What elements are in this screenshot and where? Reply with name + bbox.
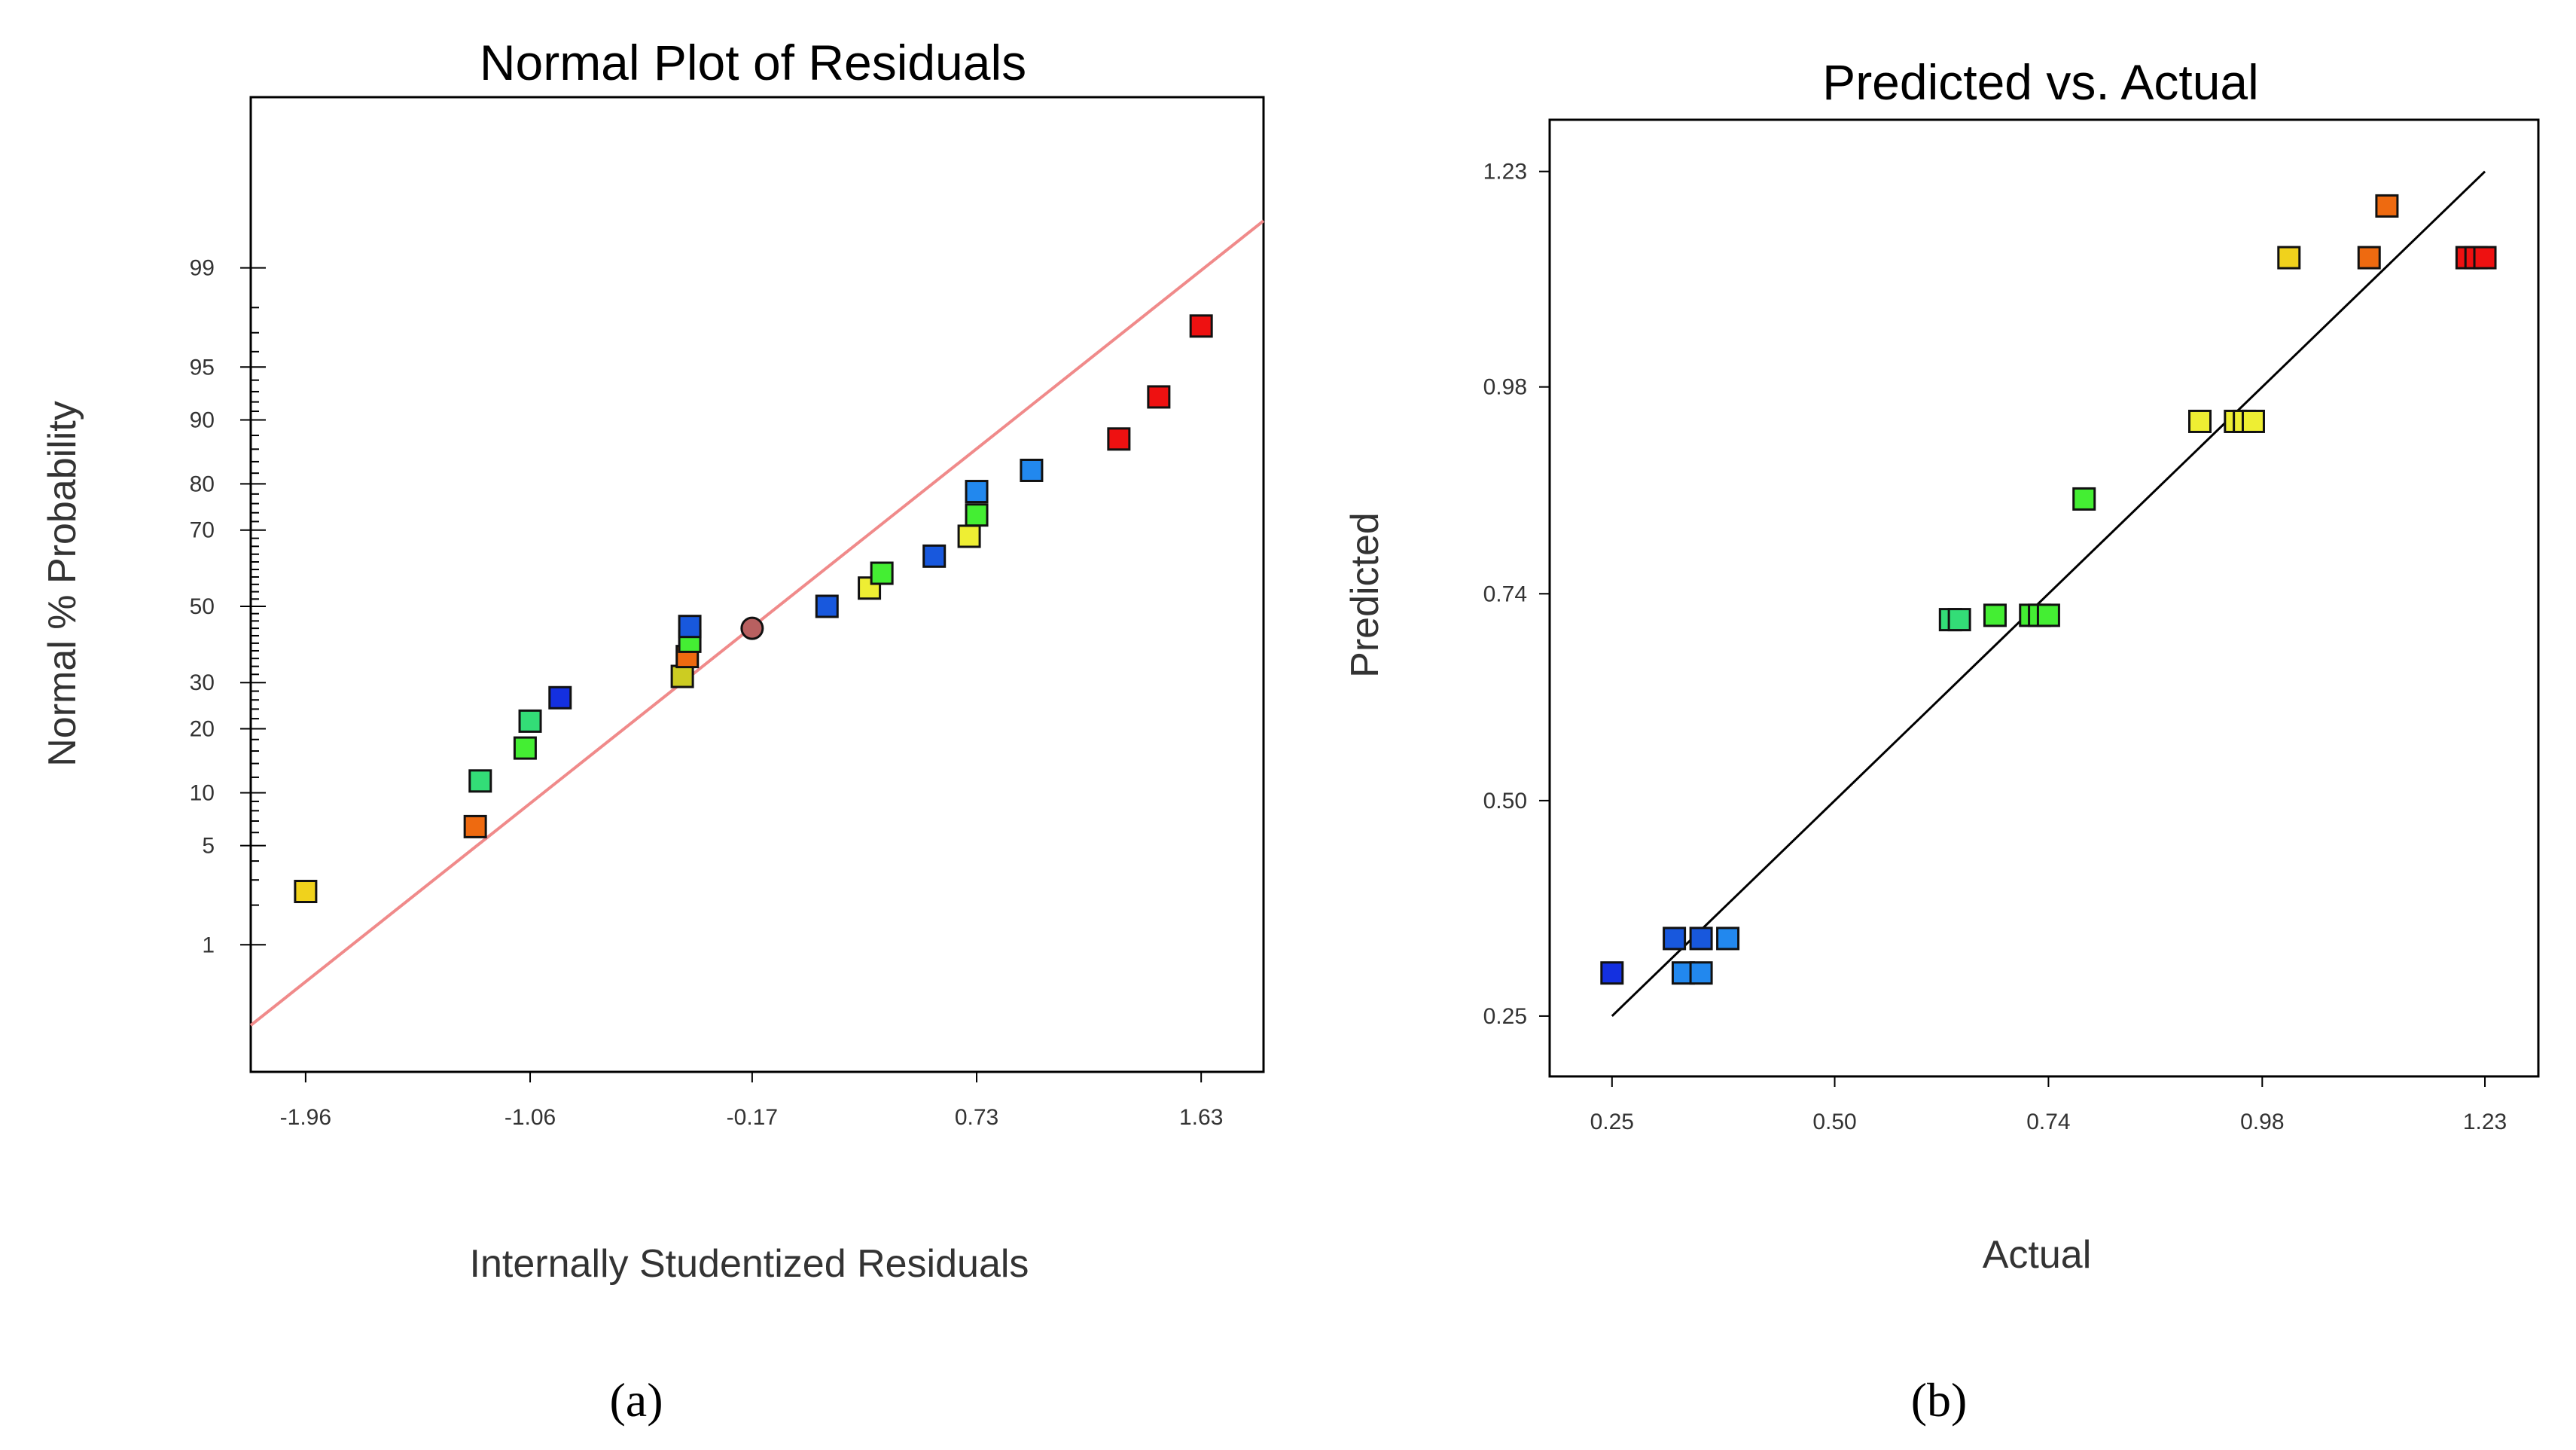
chart-b-y-tick-label: 1.23 xyxy=(1483,160,1527,185)
chart-b-y-tick-label: 0.98 xyxy=(1483,375,1527,400)
chart-b-y-tick-label: 0.25 xyxy=(1483,1004,1527,1029)
normal-plot-panel: Normal Plot of Residuals 1 5 10 20 30 50 70 80 9… xyxy=(41,35,1265,1427)
chart-b-fit-line xyxy=(1611,170,2486,1017)
chart-a-y-tick-label: 90 xyxy=(190,408,215,432)
chart-a-x-tick-label: -1.06 xyxy=(505,1105,556,1130)
chart-b-point xyxy=(2277,246,2301,270)
chart-b-title: Predicted vs. Actual xyxy=(1822,54,2259,110)
chart-b-point xyxy=(2357,246,2381,270)
chart-a-x-tick-label: 0.73 xyxy=(955,1105,998,1130)
chart-b-point xyxy=(1689,926,1713,951)
chart-a-y-tick-label: 95 xyxy=(190,355,215,380)
chart-b-point xyxy=(2473,246,2497,270)
chart-b-point xyxy=(1689,961,1713,985)
chart-b-point xyxy=(2188,409,2212,433)
chart-b-y-tick-label: 0.74 xyxy=(1483,582,1527,606)
chart-a-point xyxy=(1147,385,1171,409)
chart-a-y-tick-label: 50 xyxy=(190,594,215,619)
chart-b-x-tick-label: 0.50 xyxy=(1812,1110,1856,1134)
chart-b-plot-frame xyxy=(1548,118,2540,1078)
chart-b-point xyxy=(1983,603,2007,627)
chart-a-y-tick-label: 5 xyxy=(202,834,215,859)
chart-a-point xyxy=(815,594,839,618)
chart-a-point xyxy=(468,769,492,793)
chart-a-points xyxy=(294,314,1213,904)
chart-a-point xyxy=(513,736,537,760)
chart-a-point xyxy=(922,544,947,568)
chart-a-y-tick-label: 10 xyxy=(190,780,215,805)
chart-b-x-tick-label: 1.23 xyxy=(2463,1110,2507,1134)
chart-a-y-label: Normal % Probability xyxy=(41,401,84,767)
chart-b-x-tick-label: 0.74 xyxy=(2026,1110,2070,1134)
chart-a-point xyxy=(858,576,882,600)
chart-b-point xyxy=(1663,926,1687,951)
chart-a-point xyxy=(518,709,542,733)
panel-b-label: (b) xyxy=(1911,1373,1968,1427)
chart-b-y-label: Predicted xyxy=(1343,512,1387,678)
chart-b-y-axis: 0.25 0.50 0.74 0.98 1.23 xyxy=(1483,160,1550,1029)
chart-b-y-tick-label: 0.50 xyxy=(1483,789,1527,814)
chart-a-x-label: Internally Studentized Residuals xyxy=(470,1242,1029,1286)
chart-b-points xyxy=(1600,194,2497,985)
chart-a-x-tick-label: -0.17 xyxy=(727,1105,778,1130)
panel-a-label: (a) xyxy=(609,1373,663,1427)
chart-a-point xyxy=(1020,458,1044,482)
chart-a-y-axis: 1 5 10 20 30 50 70 80 90 95 99 xyxy=(190,256,266,957)
chart-a-y-tick-label: 70 xyxy=(190,518,215,543)
chart-b-point xyxy=(2375,194,2399,218)
chart-a-y-tick-label: 80 xyxy=(190,472,215,496)
chart-a-y-tick-label: 1 xyxy=(202,933,215,957)
chart-a-point xyxy=(678,615,702,639)
chart-b-point xyxy=(2036,603,2060,627)
chart-a-point xyxy=(670,664,694,688)
chart-b-point xyxy=(2241,409,2265,433)
chart-b-x-label: Actual xyxy=(1983,1233,2092,1277)
chart-a-y-tick-label: 20 xyxy=(190,717,215,742)
chart-a-plot-frame xyxy=(249,96,1265,1073)
chart-b-point xyxy=(1600,961,1624,985)
chart-a-x-axis: -1.96 -1.06 -0.17 0.73 1.63 xyxy=(280,1072,1223,1130)
chart-b-point xyxy=(2072,487,2096,511)
chart-a-point xyxy=(294,880,318,904)
chart-b-x-tick-label: 0.98 xyxy=(2240,1110,2284,1134)
chart-a-y-tick-label: 99 xyxy=(190,256,215,281)
chart-a-point xyxy=(740,616,764,640)
predicted-vs-actual-panel: Predicted vs. Actual 0.25 0.50 0.74 0.98 1.2… xyxy=(1343,54,2540,1427)
chart-a-point xyxy=(965,480,989,504)
chart-a-title: Normal Plot of Residuals xyxy=(480,35,1026,90)
chart-b-point xyxy=(1947,608,1971,632)
chart-a-point xyxy=(870,561,894,585)
chart-a-point xyxy=(1107,427,1131,451)
chart-b-point xyxy=(1716,926,1740,951)
chart-a-point xyxy=(1189,314,1213,338)
chart-a-y-tick-label: 30 xyxy=(190,670,215,695)
chart-a-x-tick-label: 1.63 xyxy=(1179,1105,1223,1130)
chart-a-point xyxy=(463,814,487,838)
chart-a-point xyxy=(965,503,989,527)
chart-a-x-tick-label: -1.96 xyxy=(280,1105,331,1130)
chart-a-point xyxy=(548,685,572,710)
chart-b-x-tick-label: 0.25 xyxy=(1590,1110,1634,1134)
chart-b-x-axis: 0.25 0.50 0.74 0.98 1.23 xyxy=(1590,1076,2507,1134)
chart-a-point xyxy=(957,524,981,548)
